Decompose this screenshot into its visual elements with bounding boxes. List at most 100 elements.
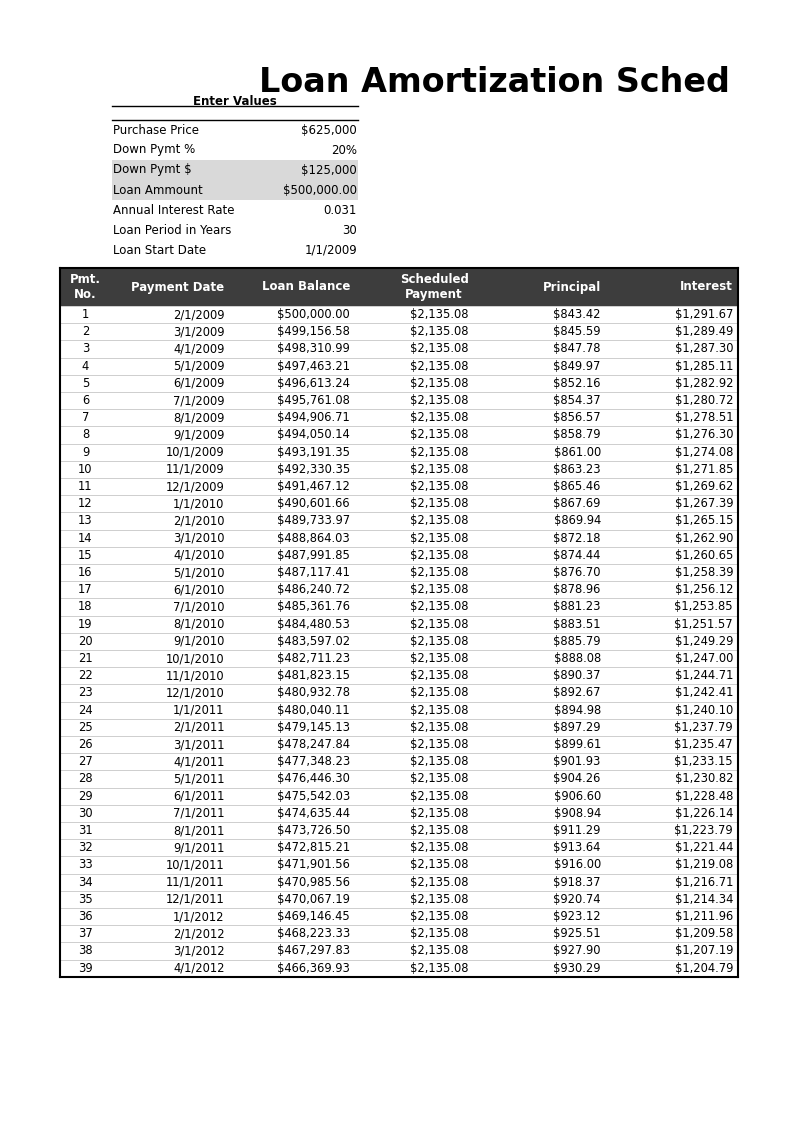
Text: $2,135.08: $2,135.08 <box>410 566 468 579</box>
Text: $906.60: $906.60 <box>553 790 601 803</box>
Text: 37: 37 <box>78 927 93 941</box>
Text: $878.96: $878.96 <box>553 583 601 597</box>
Text: $475,542.03: $475,542.03 <box>277 790 350 803</box>
Text: $2,135.08: $2,135.08 <box>410 480 468 493</box>
Text: $2,135.08: $2,135.08 <box>410 841 468 854</box>
Text: $470,985.56: $470,985.56 <box>277 876 350 889</box>
Text: $849.97: $849.97 <box>553 360 601 373</box>
Text: $500,000.00: $500,000.00 <box>283 183 357 197</box>
Text: $876.70: $876.70 <box>553 566 601 579</box>
Text: 3/1/2012: 3/1/2012 <box>173 944 224 958</box>
Text: $1,262.90: $1,262.90 <box>675 532 733 545</box>
Text: $2,135.08: $2,135.08 <box>410 772 468 786</box>
Text: 29: 29 <box>78 790 93 803</box>
Text: Loan Amortization Sched: Loan Amortization Sched <box>259 66 730 100</box>
Text: $1,235.47: $1,235.47 <box>674 738 733 751</box>
Text: $471,901.56: $471,901.56 <box>277 859 350 871</box>
Text: $892.67: $892.67 <box>553 687 601 699</box>
Text: Loan Ammount: Loan Ammount <box>113 183 203 197</box>
Text: $1,251.57: $1,251.57 <box>674 618 733 631</box>
Text: 10/1/2009: 10/1/2009 <box>166 446 224 459</box>
Text: $1,276.30: $1,276.30 <box>674 428 733 442</box>
Text: $2,135.08: $2,135.08 <box>410 738 468 751</box>
Text: Interest: Interest <box>681 281 733 293</box>
Text: $927.90: $927.90 <box>553 944 601 958</box>
Text: $485,361.76: $485,361.76 <box>277 600 350 614</box>
Text: $1,223.79: $1,223.79 <box>674 824 733 837</box>
Text: $2,135.08: $2,135.08 <box>410 910 468 923</box>
Text: $904.26: $904.26 <box>553 772 601 786</box>
Text: $1,274.08: $1,274.08 <box>675 446 733 459</box>
Text: $1,228.48: $1,228.48 <box>675 790 733 803</box>
Text: $920.74: $920.74 <box>553 892 601 906</box>
Text: $2,135.08: $2,135.08 <box>410 687 468 699</box>
Text: 17: 17 <box>78 583 93 597</box>
Text: 8: 8 <box>82 428 89 442</box>
Text: $2,135.08: $2,135.08 <box>410 876 468 889</box>
Text: 9/1/2011: 9/1/2011 <box>173 841 224 854</box>
Text: 3/1/2010: 3/1/2010 <box>173 532 224 545</box>
Text: $1,282.92: $1,282.92 <box>674 377 733 390</box>
Text: 33: 33 <box>78 859 93 871</box>
Text: $487,117.41: $487,117.41 <box>277 566 350 579</box>
Text: $1,221.44: $1,221.44 <box>675 841 733 854</box>
Text: $899.61: $899.61 <box>553 738 601 751</box>
Text: 10: 10 <box>78 463 93 475</box>
Text: 35: 35 <box>78 892 93 906</box>
Text: $1,256.12: $1,256.12 <box>674 583 733 597</box>
Text: $1,258.39: $1,258.39 <box>674 566 733 579</box>
Text: 2: 2 <box>82 325 89 338</box>
Text: $1,242.41: $1,242.41 <box>675 687 733 699</box>
Text: Purchase Price: Purchase Price <box>113 124 199 136</box>
Text: $472,815.21: $472,815.21 <box>277 841 350 854</box>
Text: 31: 31 <box>78 824 93 837</box>
Text: $872.18: $872.18 <box>553 532 601 545</box>
Text: $1,287.30: $1,287.30 <box>674 343 733 355</box>
Text: $2,135.08: $2,135.08 <box>410 962 468 975</box>
Text: 26: 26 <box>78 738 93 751</box>
Text: $916.00: $916.00 <box>553 859 601 871</box>
Text: $890.37: $890.37 <box>553 669 601 682</box>
Text: 12/1/2009: 12/1/2009 <box>165 480 224 493</box>
Text: $482,711.23: $482,711.23 <box>277 652 350 665</box>
Text: $911.29: $911.29 <box>553 824 601 837</box>
Text: $2,135.08: $2,135.08 <box>410 790 468 803</box>
Text: $466,369.93: $466,369.93 <box>277 962 350 975</box>
Text: $499,156.58: $499,156.58 <box>277 325 350 338</box>
Text: $843.42: $843.42 <box>553 308 601 321</box>
Text: Annual Interest Rate: Annual Interest Rate <box>113 203 235 217</box>
Text: 4: 4 <box>82 360 89 373</box>
Text: $923.12: $923.12 <box>553 910 601 923</box>
Text: 11/1/2011: 11/1/2011 <box>166 876 224 889</box>
Text: $1,219.08: $1,219.08 <box>675 859 733 871</box>
Text: $894.98: $894.98 <box>553 704 601 717</box>
Text: 19: 19 <box>78 618 93 631</box>
Text: $469,146.45: $469,146.45 <box>277 910 350 923</box>
Text: $2,135.08: $2,135.08 <box>410 428 468 442</box>
Text: $861.00: $861.00 <box>553 446 601 459</box>
Text: 15: 15 <box>78 549 93 562</box>
Text: $480,932.78: $480,932.78 <box>277 687 350 699</box>
Text: $2,135.08: $2,135.08 <box>410 720 468 734</box>
Text: $1,265.15: $1,265.15 <box>674 515 733 527</box>
Text: 5: 5 <box>82 377 89 390</box>
Text: 38: 38 <box>78 944 93 958</box>
Text: 6/1/2011: 6/1/2011 <box>173 790 224 803</box>
Text: $1,244.71: $1,244.71 <box>675 669 733 682</box>
Text: $1,230.82: $1,230.82 <box>674 772 733 786</box>
Text: $2,135.08: $2,135.08 <box>410 583 468 597</box>
Text: 16: 16 <box>78 566 93 579</box>
Text: $1,267.39: $1,267.39 <box>674 497 733 510</box>
Text: $480,040.11: $480,040.11 <box>277 704 350 717</box>
Text: 11/1/2010: 11/1/2010 <box>166 669 224 682</box>
Text: $494,906.71: $494,906.71 <box>277 411 350 424</box>
Text: 7/1/2010: 7/1/2010 <box>173 600 224 614</box>
Text: $1,216.71: $1,216.71 <box>675 876 733 889</box>
Text: $2,135.08: $2,135.08 <box>410 497 468 510</box>
Text: $500,000.00: $500,000.00 <box>277 308 350 321</box>
Text: 23: 23 <box>78 687 93 699</box>
Text: $479,145.13: $479,145.13 <box>277 720 350 734</box>
Text: 21: 21 <box>78 652 93 665</box>
Text: 7/1/2009: 7/1/2009 <box>173 395 224 407</box>
Text: 5/1/2010: 5/1/2010 <box>173 566 224 579</box>
